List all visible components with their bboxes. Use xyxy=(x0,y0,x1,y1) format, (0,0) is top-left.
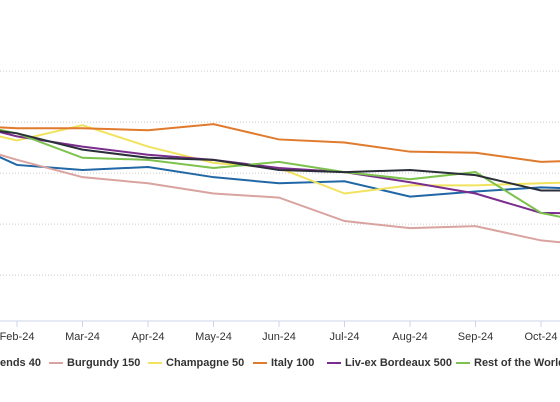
x-tick-label: Apr-24 xyxy=(131,331,164,343)
series-line xyxy=(0,123,560,163)
x-tick-label: Jun-24 xyxy=(262,331,296,343)
series-line xyxy=(0,153,560,244)
legend-label: ends 40 xyxy=(0,357,41,369)
series-line xyxy=(0,156,560,198)
series-line xyxy=(0,128,560,218)
x-tick-label: Mar-24 xyxy=(65,331,100,343)
x-tick-label: Jul-24 xyxy=(330,331,360,343)
x-tick-label: Aug-24 xyxy=(392,331,427,343)
x-tick-label: May-24 xyxy=(195,331,232,343)
series-line xyxy=(0,131,560,215)
x-tick-label: Sep-24 xyxy=(458,331,493,343)
legend-label: Liv-ex Bordeaux 500 xyxy=(345,357,452,369)
legend-label: Burgundy 150 xyxy=(67,357,140,369)
series-line xyxy=(0,130,560,192)
legend-label: Italy 100 xyxy=(271,357,314,369)
x-tick-label: Feb-24 xyxy=(0,331,34,343)
x-tick-label: Oct-24 xyxy=(524,331,557,343)
legend-label: Rest of the World xyxy=(474,357,560,369)
legend-label: Champagne 50 xyxy=(166,357,244,369)
